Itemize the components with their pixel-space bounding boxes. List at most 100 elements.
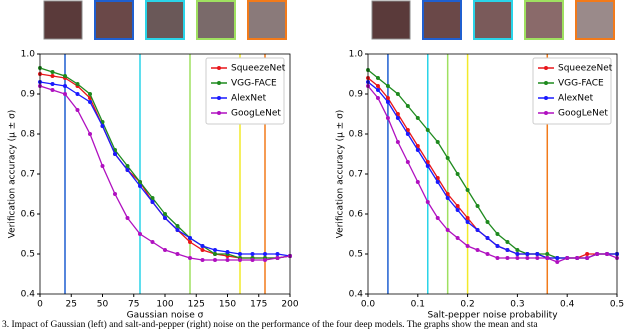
point [100,124,105,128]
point [375,96,380,100]
point [75,82,80,86]
face-thumb [524,0,564,40]
point [505,256,510,260]
face-thumb [422,0,462,40]
point [188,240,192,244]
point [238,252,242,256]
legend-label: VGG-FACE [231,79,277,89]
point [545,256,550,260]
caption: 3. Impact of Gaussian (left) and salt-an… [2,319,538,330]
x-tick-label: 200 [281,300,298,310]
point [525,252,530,256]
point [385,116,390,120]
x-tick-label: 0.0 [361,300,376,310]
plot-frame [39,53,291,295]
legend-label: AlexNet [231,94,267,104]
point [188,256,192,260]
point [575,256,580,260]
point [150,200,155,204]
x-tick-label: 0.4 [560,300,575,310]
y-tick-label: 1.0 [349,50,364,60]
point [405,104,410,108]
point [138,180,142,184]
point [415,116,420,120]
y-tick-label: 1.0 [21,50,36,60]
legend-box [532,57,612,125]
point [495,256,500,260]
point [395,92,400,96]
point [435,140,440,144]
y-tick-label: 0.5 [349,250,363,260]
point [595,252,600,256]
point [415,144,420,148]
point [150,196,155,200]
point [150,240,155,244]
legend-label: AlexNet [558,94,594,104]
face-thumb [473,0,513,40]
x-tick-label: 0.1 [411,300,425,310]
point [385,96,390,100]
legend-label: VGG-FACE [558,79,604,89]
face-thumb [94,0,134,40]
point [465,244,470,248]
face-thumb [196,0,236,40]
point [200,244,205,248]
x-tick-label: 0.5 [610,300,624,310]
legend-marker [544,96,548,100]
y-axis-label: Verification accuracy (μ ± σ) [8,110,18,239]
point [605,252,610,256]
point [188,236,192,240]
legend-label: SqueezeNet [231,64,286,74]
face-thumb [247,0,287,40]
point [405,160,410,164]
point [250,258,255,262]
point [455,204,460,208]
point [200,248,205,252]
point [515,248,520,252]
point [515,252,520,256]
y-tick-label: 0.9 [21,90,36,100]
x-axis-label: Gaussian noise σ [127,311,204,321]
point [125,164,130,168]
point [225,250,230,254]
legend-label: SqueezeNet [558,64,613,74]
legend-label: GoogLeNet [558,109,608,119]
point [485,220,490,224]
legend-marker [217,81,221,85]
point [175,252,180,256]
y-tick-label: 0.9 [349,90,364,100]
point [138,184,142,188]
point [445,196,450,200]
point [445,228,450,232]
point [505,248,510,252]
face-thumb [145,0,185,40]
legend-marker [544,111,548,115]
point [263,258,267,262]
point [405,128,410,132]
point [385,100,390,104]
y-tick-label: 0.6 [349,210,364,220]
point [485,252,490,256]
point [213,248,217,252]
x-tick-label: 75 [128,300,139,310]
point [425,164,430,168]
point [375,88,380,92]
x-axis-label: Salt-pepper noise probability [427,311,558,321]
y-tick-label: 0.6 [21,210,36,220]
point [275,252,280,256]
legend-label: GoogLeNet [231,109,281,119]
point [585,256,590,260]
point [545,252,550,256]
point [555,260,560,264]
point [50,70,55,74]
point [395,112,400,116]
thumbnails [43,0,615,40]
point [50,88,55,92]
x-tick-label: 125 [188,300,205,310]
point [175,228,180,232]
point [50,74,55,78]
y-tick-label: 0.5 [21,250,35,260]
point [225,258,230,262]
x-tick-label: 175 [250,300,267,310]
point [113,152,117,156]
